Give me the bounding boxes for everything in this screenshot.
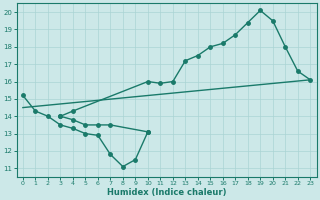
X-axis label: Humidex (Indice chaleur): Humidex (Indice chaleur) bbox=[107, 188, 226, 197]
